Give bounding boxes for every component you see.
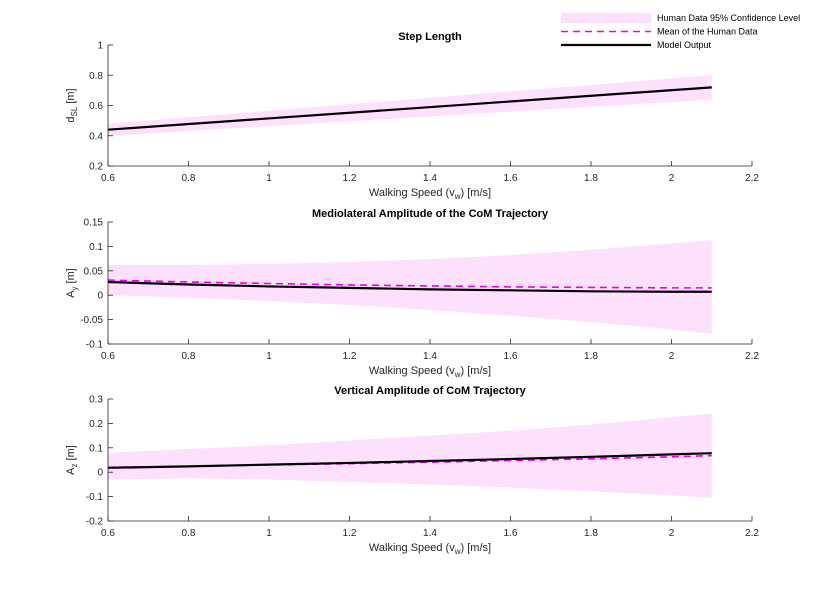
model-output-line xyxy=(107,452,712,469)
x-tick-label: 1.6 xyxy=(504,528,518,539)
y-tick-label: -0.1 xyxy=(86,340,104,351)
x-tick-label: 1.4 xyxy=(423,351,437,362)
legend: Human Data 95% Confidence Level Mean of t… xyxy=(561,13,800,50)
x-tick-label: 1 xyxy=(266,173,272,184)
x-tick-label: 0.6 xyxy=(101,528,115,539)
x-tick-label: 1.2 xyxy=(343,351,357,362)
x-tick-label: 2 xyxy=(669,351,675,362)
x-tick-label: 1 xyxy=(266,351,272,362)
x-tick-label: 2.2 xyxy=(745,528,759,539)
x-tick-label: 0.6 xyxy=(101,351,115,362)
y-tick-label: 0.2 xyxy=(89,162,103,173)
x-axis-label: Walking Speed (vw) [m/s] xyxy=(369,187,491,201)
y-tick-label: 0.8 xyxy=(89,71,103,82)
y-tick-label: 0.6 xyxy=(89,101,103,112)
legend-entry-label: Model Output xyxy=(657,40,712,50)
x-tick-label: 1.4 xyxy=(423,173,437,184)
y-tick-label: 0.1 xyxy=(89,443,103,454)
y-tick-label: 0 xyxy=(97,468,103,479)
y-tick-label: -0.1 xyxy=(86,492,104,503)
x-axis-label: Walking Speed (vw) [m/s] xyxy=(369,365,491,379)
x-tick-label: 2 xyxy=(669,528,675,539)
y-tick-label: -0.05 xyxy=(80,315,103,326)
x-tick-label: 1.6 xyxy=(504,351,518,362)
y-tick-label: 0.05 xyxy=(84,266,104,277)
x-tick-label: 1.2 xyxy=(343,173,357,184)
subplot-3: 0.6 0.8 1 1.2 1.4 1.6 1.8 2 2.2 -0.2 -0.1 0 0.1 0.2 0.… xyxy=(65,385,759,556)
x-tick-label: 0.8 xyxy=(182,528,196,539)
x-tick-label: 1.6 xyxy=(504,173,518,184)
model-output-line xyxy=(107,86,712,131)
y-axis-label: dSL [m] xyxy=(65,88,79,122)
x-tick-label: 2.2 xyxy=(745,173,759,184)
x-tick-label: 1.8 xyxy=(584,173,598,184)
model-output-line xyxy=(107,280,712,293)
y-axis-label: Az [m] xyxy=(65,445,79,475)
confidence-band xyxy=(108,75,712,136)
legend-entry-label: Human Data 95% Confidence Level xyxy=(657,13,800,23)
y-axis-label: Ay [m] xyxy=(65,268,79,298)
y-tick-label: 0.15 xyxy=(84,218,104,229)
x-tick-label: 0.8 xyxy=(182,173,196,184)
y-tick-label: 1 xyxy=(97,41,103,52)
x-tick-label: 0.6 xyxy=(101,173,115,184)
y-tick-label: -0.2 xyxy=(86,517,104,528)
subplot-1: 0.6 0.8 1 1.2 1.4 1.6 1.8 2 2.2 0.2 0.4 0.6 0.8 1 Step… xyxy=(65,31,759,201)
y-tick-label: 0.2 xyxy=(89,419,103,430)
x-tick-label: 2 xyxy=(669,173,675,184)
confidence-band xyxy=(108,413,712,498)
legend-entry-label: Mean of the Human Data xyxy=(657,27,758,37)
x-tick-label: 2.2 xyxy=(745,351,759,362)
confidence-band xyxy=(108,240,712,334)
legend-band-swatch xyxy=(561,13,651,23)
x-tick-label: 1.8 xyxy=(584,351,598,362)
y-tick-label: 0.3 xyxy=(89,395,103,406)
x-tick-label: 1.4 xyxy=(423,528,437,539)
y-tick-label: 0.4 xyxy=(89,131,103,142)
x-tick-label: 1 xyxy=(266,528,272,539)
subplot-title: Step Length xyxy=(398,31,462,43)
y-tick-label: 0.1 xyxy=(89,242,103,253)
x-tick-label: 0.8 xyxy=(182,351,196,362)
subplot-title: Vertical Amplitude of CoM Trajectory xyxy=(334,385,526,397)
x-axis-label: Walking Speed (vw) [m/s] xyxy=(369,542,491,556)
subplot-title: Mediolateral Amplitude of the CoM Trajec… xyxy=(312,208,549,220)
x-tick-label: 1.8 xyxy=(584,528,598,539)
subplot-2: 0.6 0.8 1 1.2 1.4 1.6 1.8 2 2.2 -0.1 -0.05 0 0.05 0.1… xyxy=(65,208,759,379)
y-tick-label: 0 xyxy=(97,291,103,302)
x-tick-label: 1.2 xyxy=(343,528,357,539)
